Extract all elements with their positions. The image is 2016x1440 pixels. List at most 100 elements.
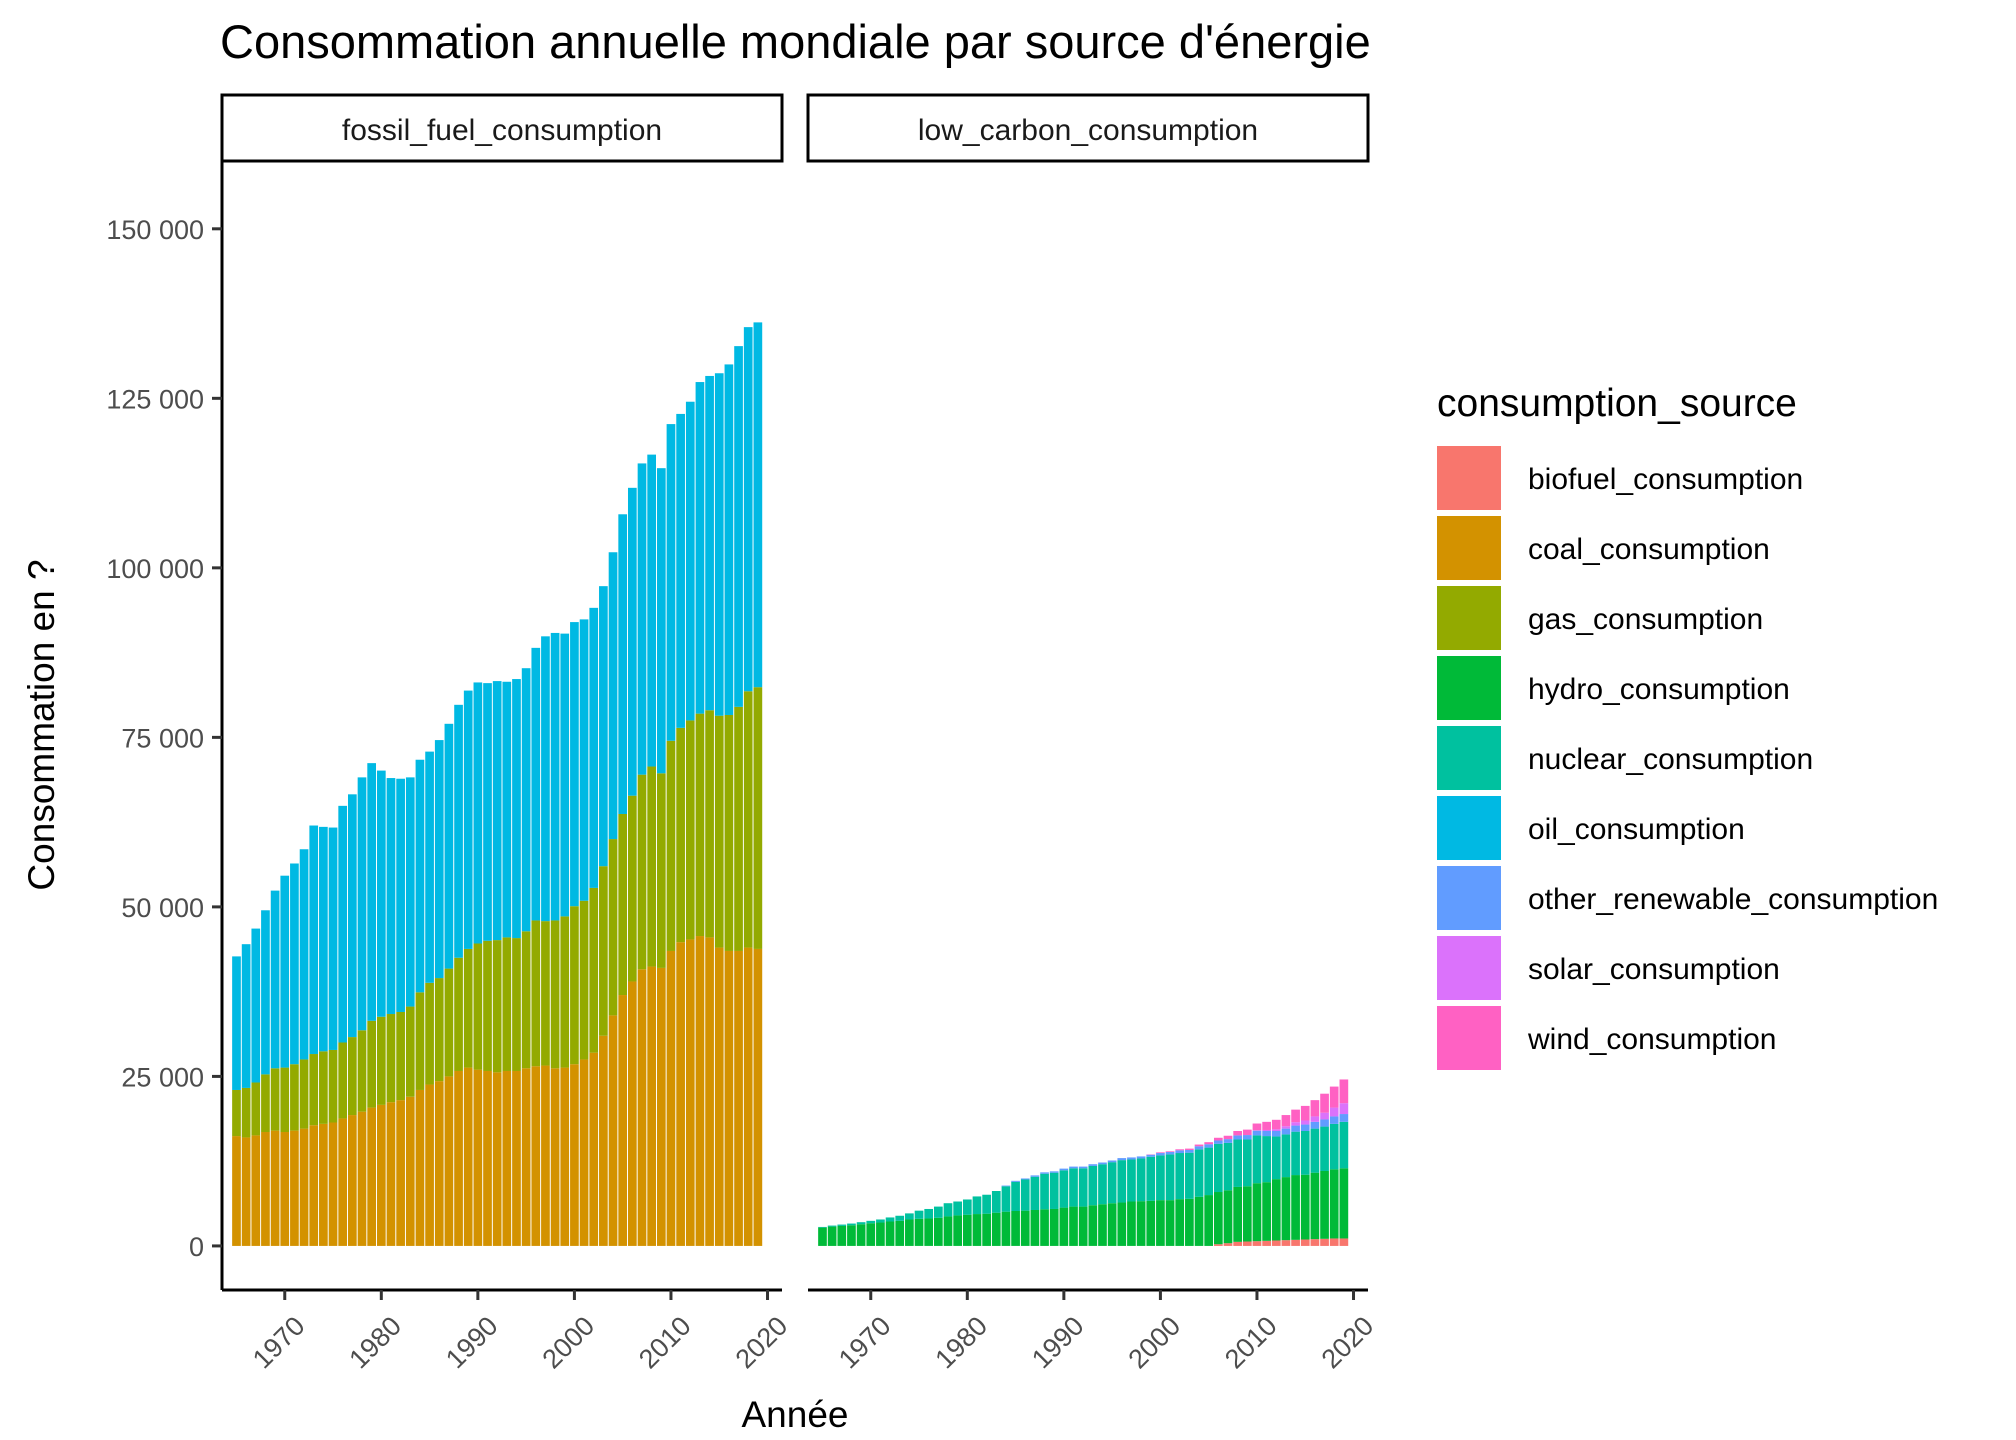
y-tick-label: 50 000 (121, 893, 204, 923)
bar-gas-2016 (724, 714, 734, 951)
legend-label-hydro: hydro_consumption (1528, 673, 1790, 706)
bar-wind-2004 (1194, 1144, 1204, 1147)
bar-gas-1976 (338, 1042, 348, 1119)
bar-oil-1971 (290, 863, 299, 1065)
legend-key-hydro (1437, 656, 1501, 720)
x-tick-label: 1990 (440, 1311, 504, 1375)
bar-gas-1989 (463, 948, 473, 1068)
bar-coal-1983 (405, 1096, 415, 1246)
bar-hydro-2005 (1204, 1195, 1214, 1246)
bar-wind-2019 (1339, 1079, 1349, 1104)
bar-wind-2000 (1156, 1152, 1165, 1154)
bar-other_renewable-2010 (1252, 1130, 1262, 1136)
bar-nuclear-2004 (1194, 1149, 1204, 1197)
bar-nuclear-1983 (991, 1191, 1001, 1213)
bar-wind-2012 (1271, 1119, 1281, 1130)
bar-oil-1993 (502, 681, 512, 938)
bar-gas-1978 (357, 1030, 367, 1112)
bar-nuclear-1999 (1146, 1156, 1156, 1201)
legend-key-nuclear (1437, 726, 1501, 790)
bar-oil-2004 (608, 552, 618, 840)
bar-wind-2015 (1300, 1105, 1310, 1121)
bar-gas-1984 (415, 992, 425, 1090)
bar-oil-1996 (531, 647, 541, 921)
bar-oil-1992 (492, 681, 502, 941)
bar-other_renewable-1984 (1001, 1185, 1011, 1187)
bar-hydro-2011 (1262, 1182, 1271, 1241)
bar-coal-1976 (338, 1118, 348, 1246)
chart-title: Consommation annuelle mondiale par sourc… (220, 15, 1371, 68)
bar-nuclear-1986 (1020, 1179, 1030, 1211)
strip-low-carbon (806, 93, 1370, 163)
x-tick-label: 1990 (1026, 1311, 1090, 1375)
y-tick-label: 75 000 (121, 723, 204, 753)
bar-coal-1982 (396, 1100, 405, 1246)
bar-hydro-2015 (1300, 1174, 1310, 1240)
bar-gas-1983 (405, 1006, 415, 1097)
bar-wind-2016 (1310, 1100, 1320, 1117)
bar-wind-2013 (1281, 1115, 1291, 1127)
bar-nuclear-1979 (953, 1201, 962, 1216)
y-tick-label: 0 (189, 1232, 204, 1262)
bar-coal-2013 (695, 936, 705, 1246)
bar-hydro-1994 (1098, 1204, 1107, 1246)
bar-other_renewable-2016 (1310, 1121, 1320, 1129)
bar-gas-1995 (521, 931, 531, 1069)
bar-hydro-1992 (1078, 1206, 1088, 1246)
bar-oil-2014 (705, 375, 714, 711)
x-tick-label: 2010 (633, 1311, 697, 1375)
bar-solar-2018 (1329, 1107, 1339, 1117)
legend-label-oil: oil_consumption (1528, 813, 1745, 846)
bar-coal-1973 (309, 1125, 319, 1246)
bar-coal-2009 (656, 967, 666, 1246)
bar-oil-2006 (628, 487, 637, 796)
bar-coal-1967 (251, 1135, 261, 1246)
bar-oil-2001 (579, 619, 589, 901)
bar-coal-1972 (299, 1128, 309, 1246)
bar-gas-1967 (251, 1082, 261, 1136)
bar-coal-2003 (599, 1035, 608, 1246)
bar-gas-1980 (376, 1016, 386, 1105)
bar-oil-1981 (386, 778, 396, 1015)
bar-other_renewable-1994 (1098, 1162, 1107, 1165)
bar-hydro-1970 (866, 1223, 876, 1246)
bar-gas-1994 (512, 938, 521, 1071)
y-tick-label: 125 000 (106, 384, 204, 414)
x-axis-title: Année (742, 1394, 849, 1435)
bar-coal-2017 (734, 950, 743, 1246)
bar-gas-2013 (695, 713, 705, 937)
bar-coal-1979 (367, 1107, 376, 1246)
bar-hydro-1968 (847, 1225, 856, 1246)
bar-other_renewable-2011 (1262, 1130, 1271, 1137)
bar-oil-1978 (357, 777, 367, 1031)
bar-coal-1988 (454, 1070, 463, 1246)
bar-other_renewable-2005 (1204, 1144, 1214, 1148)
bar-gas-1979 (367, 1020, 376, 1108)
bar-biofuel-2017 (1320, 1238, 1329, 1246)
bar-gas-2006 (628, 795, 637, 982)
bar-coal-2004 (608, 1015, 618, 1246)
bar-hydro-1997 (1127, 1201, 1136, 1246)
bar-other_renewable-1988 (1040, 1172, 1049, 1174)
bar-gas-1965 (232, 1089, 241, 1137)
bar-hydro-2010 (1252, 1183, 1262, 1242)
bar-solar-2017 (1320, 1112, 1329, 1120)
bar-hydro-2003 (1185, 1198, 1194, 1246)
bar-hydro-1982 (982, 1213, 991, 1246)
bar-solar-2012 (1271, 1129, 1281, 1131)
bar-coal-1998 (550, 1068, 560, 1246)
bar-oil-2018 (743, 327, 753, 692)
bar-wind-2001 (1165, 1151, 1175, 1153)
legend-label-wind: wind_consumption (1527, 1023, 1776, 1056)
bar-coal-2005 (618, 995, 628, 1246)
bar-oil-1965 (232, 956, 241, 1090)
bar-oil-1966 (241, 944, 251, 1088)
bar-gas-2009 (656, 773, 666, 968)
bar-hydro-1965 (818, 1227, 827, 1246)
bar-oil-1977 (348, 794, 357, 1038)
bar-coal-1966 (241, 1137, 251, 1246)
bar-hydro-1986 (1020, 1210, 1030, 1246)
bar-hydro-2013 (1281, 1177, 1291, 1241)
bar-gas-2000 (570, 906, 579, 1065)
